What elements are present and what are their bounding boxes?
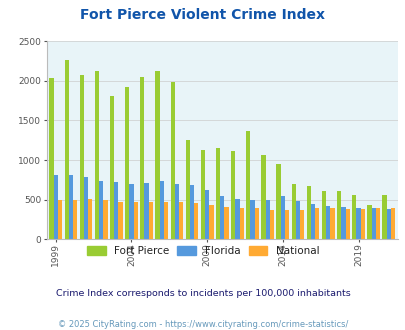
Bar <box>269 210 273 239</box>
Bar <box>179 202 183 239</box>
Bar <box>336 191 341 239</box>
Bar <box>144 183 148 239</box>
Bar <box>205 190 209 239</box>
Bar <box>164 202 168 239</box>
Bar <box>64 60 68 239</box>
Bar <box>99 181 103 239</box>
Bar <box>110 96 114 239</box>
Bar <box>284 210 288 239</box>
Bar <box>209 205 213 239</box>
Bar <box>170 82 174 239</box>
Bar <box>155 71 159 239</box>
Bar <box>314 208 319 239</box>
Bar <box>49 79 53 239</box>
Text: Crime Index corresponds to incidents per 100,000 inhabitants: Crime Index corresponds to incidents per… <box>55 289 350 298</box>
Bar <box>88 199 92 239</box>
Bar <box>53 175 58 239</box>
Bar <box>299 210 304 239</box>
Bar <box>235 199 239 239</box>
Bar <box>280 196 284 239</box>
Bar <box>190 184 194 239</box>
Bar <box>73 200 77 239</box>
Bar <box>118 202 122 239</box>
Bar <box>295 201 299 239</box>
Bar <box>174 184 179 239</box>
Bar <box>254 208 258 239</box>
Bar <box>345 209 349 239</box>
Bar <box>159 182 164 239</box>
Bar <box>306 186 310 239</box>
Bar <box>265 200 269 239</box>
Bar <box>291 184 295 239</box>
Bar <box>330 208 334 239</box>
Bar <box>367 205 371 239</box>
Bar <box>185 140 190 239</box>
Bar <box>220 196 224 239</box>
Bar <box>140 77 144 239</box>
Bar <box>382 195 386 239</box>
Legend: Fort Pierce, Florida, National: Fort Pierce, Florida, National <box>83 242 322 260</box>
Bar <box>390 208 394 239</box>
Bar <box>325 206 330 239</box>
Bar <box>224 207 228 239</box>
Bar <box>371 208 375 239</box>
Bar <box>95 71 99 239</box>
Bar <box>276 164 280 239</box>
Bar <box>148 202 153 239</box>
Bar <box>84 177 88 239</box>
Text: Fort Pierce Violent Crime Index: Fort Pierce Violent Crime Index <box>80 8 325 22</box>
Bar <box>230 151 235 239</box>
Bar <box>133 202 137 239</box>
Bar <box>341 207 345 239</box>
Bar <box>125 87 129 239</box>
Bar <box>386 209 390 239</box>
Text: © 2025 CityRating.com - https://www.cityrating.com/crime-statistics/: © 2025 CityRating.com - https://www.city… <box>58 320 347 329</box>
Bar <box>360 209 364 239</box>
Bar <box>129 184 133 239</box>
Bar <box>194 203 198 239</box>
Bar <box>239 208 243 239</box>
Bar <box>103 200 107 239</box>
Bar <box>356 208 360 239</box>
Bar <box>321 191 325 239</box>
Bar <box>200 150 205 239</box>
Bar <box>250 200 254 239</box>
Bar <box>261 154 265 239</box>
Bar <box>215 148 220 239</box>
Bar <box>114 182 118 239</box>
Bar <box>79 75 84 239</box>
Bar <box>310 204 314 239</box>
Bar <box>351 195 356 239</box>
Bar <box>58 200 62 239</box>
Bar <box>375 208 379 239</box>
Bar <box>245 131 250 239</box>
Bar <box>68 175 73 239</box>
